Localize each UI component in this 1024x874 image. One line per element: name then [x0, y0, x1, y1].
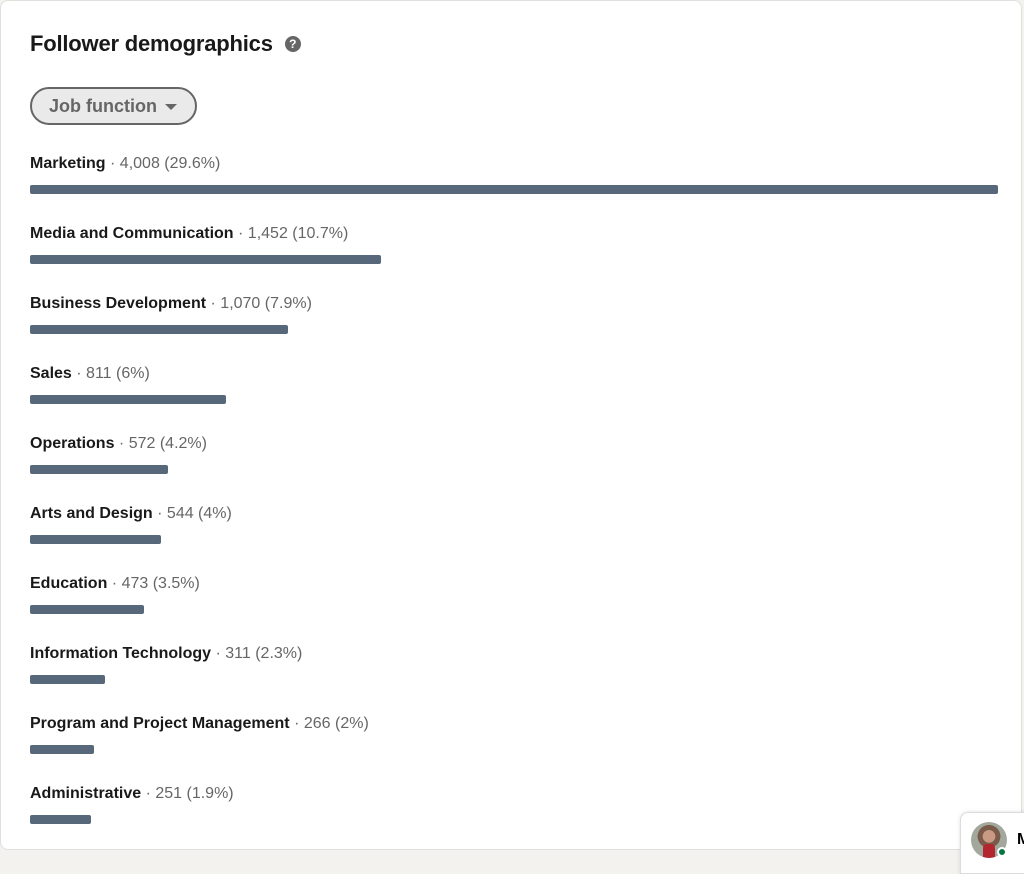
- bar-track: [30, 185, 998, 194]
- row-name: Operations: [30, 435, 115, 452]
- bar-track: [30, 325, 998, 334]
- demographic-row: Marketing · 4,008 (29.6%): [30, 153, 998, 223]
- row-meta: · 1,070 (7.9%): [210, 295, 312, 312]
- row-name: Marketing: [30, 155, 106, 172]
- row-meta: · 811 (6%): [76, 365, 150, 382]
- row-label: Education · 473 (3.5%): [30, 573, 998, 595]
- row-name: Education: [30, 575, 108, 592]
- row-label: Marketing · 4,008 (29.6%): [30, 153, 998, 175]
- bar-track: [30, 745, 998, 754]
- demographic-row: Program and Project Management · 266 (2%…: [30, 713, 998, 783]
- page-title: Follower demographics: [30, 31, 273, 56]
- row-label: Arts and Design · 544 (4%): [30, 503, 998, 525]
- bar: [30, 465, 169, 474]
- demographic-row: Information Technology · 311 (2.3%): [30, 643, 998, 713]
- job-function-dropdown[interactable]: Job function: [30, 87, 197, 125]
- row-label: Sales · 811 (6%): [30, 363, 998, 385]
- bar-track: [30, 675, 998, 684]
- bar: [30, 325, 289, 334]
- row-meta: · 4,008 (29.6%): [110, 155, 221, 172]
- row-label: Operations · 572 (4.2%): [30, 433, 998, 455]
- bar: [30, 745, 95, 754]
- bar-track: [30, 255, 998, 264]
- bar-track: [30, 535, 998, 544]
- row-meta: · 572 (4.2%): [118, 435, 207, 452]
- demographic-row: Operations · 572 (4.2%): [30, 433, 998, 503]
- row-name: Media and Communication: [30, 225, 234, 242]
- row-label: Program and Project Management · 266 (2%…: [30, 713, 998, 735]
- row-name: Arts and Design: [30, 505, 153, 522]
- demographic-row: Education · 473 (3.5%): [30, 573, 998, 643]
- bar: [30, 605, 145, 614]
- row-meta: · 266 (2%): [294, 715, 369, 732]
- bar: [30, 815, 91, 824]
- bar-track: [30, 395, 998, 404]
- row-label: Administrative · 251 (1.9%): [30, 783, 998, 805]
- bar-track: [30, 815, 998, 824]
- messaging-bubble[interactable]: M: [960, 812, 1024, 874]
- row-name: Information Technology: [30, 645, 212, 662]
- row-name: Program and Project Management: [30, 715, 290, 732]
- bar: [30, 185, 998, 194]
- card-header: Follower demographics ?: [30, 31, 301, 57]
- row-meta: · 473 (3.5%): [111, 575, 200, 592]
- row-meta: · 311 (2.3%): [215, 645, 303, 662]
- demographics-list: Marketing · 4,008 (29.6%) Media and Comm…: [30, 153, 998, 853]
- demographic-row: Administrative · 251 (1.9%): [30, 783, 998, 853]
- bar-track: [30, 465, 998, 474]
- caret-down-icon: [164, 104, 177, 110]
- row-name: Sales: [30, 365, 72, 382]
- row-name: Administrative: [30, 785, 142, 802]
- row-label: Media and Communication · 1,452 (10.7%): [30, 223, 998, 245]
- row-label: Business Development · 1,070 (7.9%): [30, 293, 998, 315]
- demographic-row: Arts and Design · 544 (4%): [30, 503, 998, 573]
- avatar[interactable]: [971, 822, 1007, 858]
- online-status-icon: [997, 847, 1007, 857]
- follower-demographics-card: Follower demographics ? Job function Mar…: [0, 0, 1022, 850]
- bar: [30, 675, 106, 684]
- row-name: Business Development: [30, 295, 207, 312]
- row-meta: · 1,452 (10.7%): [238, 225, 349, 242]
- help-icon[interactable]: ?: [284, 36, 301, 52]
- demographic-row: Media and Communication · 1,452 (10.7%): [30, 223, 998, 293]
- demographic-row: Business Development · 1,070 (7.9%): [30, 293, 998, 363]
- row-meta: · 544 (4%): [157, 505, 232, 522]
- bar: [30, 535, 162, 544]
- demographic-row: Sales · 811 (6%): [30, 363, 998, 433]
- dropdown-label: Job function: [49, 95, 157, 116]
- chat-label[interactable]: M: [1017, 831, 1024, 848]
- bar: [30, 395, 226, 404]
- row-meta: · 251 (1.9%): [145, 785, 234, 802]
- avatar-figure: [983, 844, 995, 858]
- row-label: Information Technology · 311 (2.3%): [30, 643, 998, 665]
- bar-track: [30, 605, 998, 614]
- bar: [30, 255, 381, 264]
